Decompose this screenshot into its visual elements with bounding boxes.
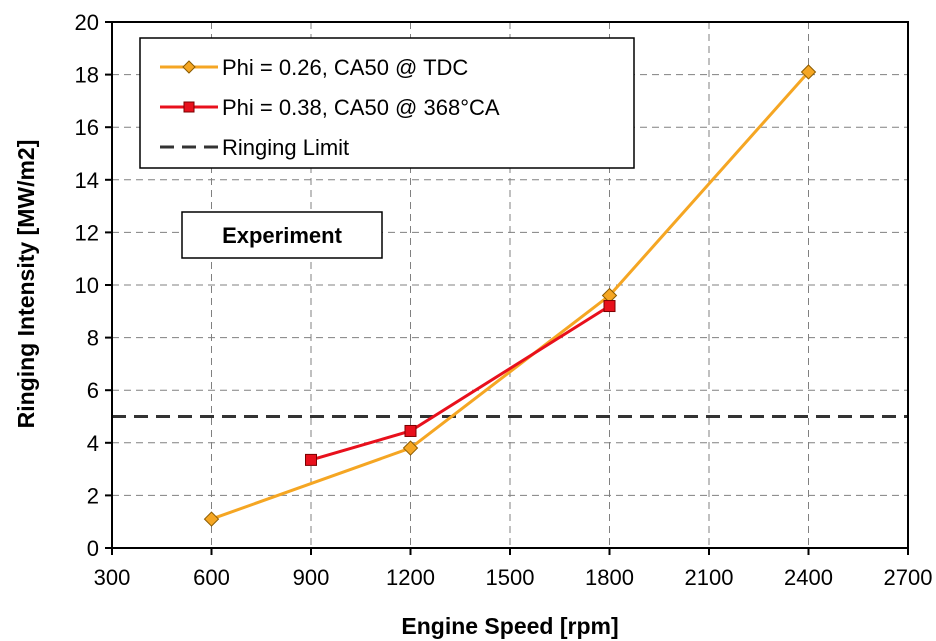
x-tick-label: 1200 — [386, 565, 435, 590]
experiment-annotation: Experiment — [181, 211, 383, 259]
legend-label-series-1: Phi = 0.26, CA50 @ TDC — [222, 55, 468, 80]
y-axis-title: Ringing Intensity [MW/m2] — [13, 140, 39, 429]
data-point-series-2 — [305, 453, 317, 466]
y-tick-label: 16 — [75, 115, 99, 140]
x-tick-label: 2400 — [784, 565, 833, 590]
plot-frame — [111, 21, 909, 549]
y-tick-label: 2 — [87, 483, 99, 508]
legend-marker-series-1 — [182, 60, 196, 74]
legend-box — [139, 37, 635, 169]
y-tick-label: 8 — [87, 326, 99, 351]
x-tick-label: 1500 — [486, 565, 535, 590]
legend-marker-series-2 — [183, 101, 195, 113]
x-tick-label: 600 — [193, 565, 230, 590]
data-point-series-1 — [800, 64, 817, 80]
x-axis-title: Engine Speed [rpm] — [401, 613, 618, 639]
y-tick-label: 12 — [75, 220, 99, 245]
y-tick-label: 14 — [75, 168, 99, 193]
legend: Phi = 0.26, CA50 @ TDC Phi = 0.38, CA50 … — [139, 37, 635, 169]
x-tick-label: 2700 — [884, 565, 933, 590]
y-tick-label: 6 — [87, 378, 99, 403]
y-tick-label: 10 — [75, 273, 99, 298]
series-line-1 — [210, 70, 810, 521]
legend-label-ringing-limit: Ringing Limit — [222, 135, 349, 160]
data-point-series-1 — [203, 511, 220, 527]
y-tick-label: 20 — [75, 10, 99, 35]
y-tick-label: 18 — [75, 63, 99, 88]
axes — [105, 21, 909, 555]
y-tick-label: 4 — [87, 431, 99, 456]
data-point-series-1 — [402, 440, 419, 456]
y-tick-label: 0 — [87, 536, 99, 561]
x-tick-label: 1800 — [585, 565, 634, 590]
x-tick-label: 900 — [293, 565, 330, 590]
x-tick-label: 2100 — [685, 565, 734, 590]
x-tick-label: 300 — [94, 565, 131, 590]
experiment-annotation-box — [181, 211, 383, 259]
tick-labels: 300 600 900 1200 1500 1800 2100 2400 2700 0 2 4 6 8 10… — [75, 10, 933, 590]
data-point-series-2 — [603, 300, 616, 313]
legend-label-series-2: Phi = 0.38, CA50 @ 368°CA — [222, 95, 500, 120]
experiment-annotation-text: Experiment — [222, 223, 342, 248]
data-point-series-2 — [404, 424, 417, 437]
series-layer — [203, 64, 817, 527]
